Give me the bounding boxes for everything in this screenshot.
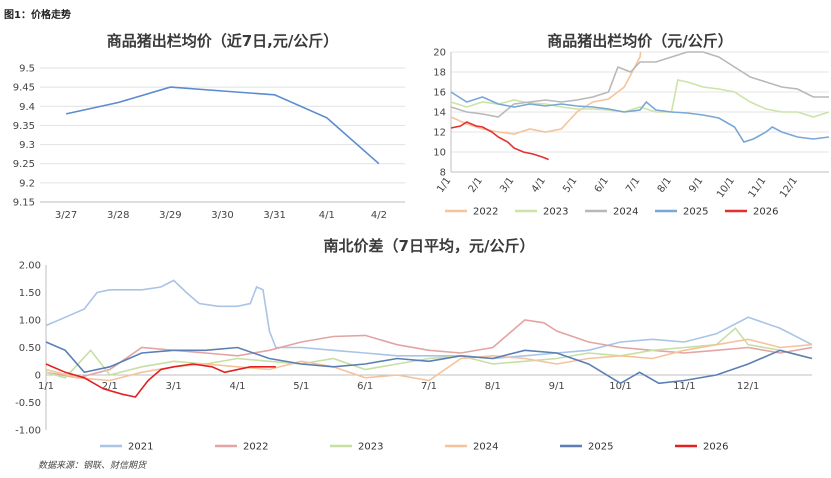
chart-annual-price: 商品猪出栏均价（元/公斤） 8 10 12 14 16 18 20 1/1 2/1 3/1 4/1 5/… <box>433 32 830 218</box>
series-line-2023 <box>450 79 830 118</box>
y-tick-label: 16 <box>433 88 446 99</box>
x-tick-label: 8/1 <box>485 381 501 392</box>
x-tick-label: 3/1 <box>166 381 182 392</box>
chart-title: 南北价差（7日平均，元/公斤） <box>324 237 535 255</box>
legend-label-2025: 2025 <box>683 207 708 218</box>
y-tick-label: 9.25 <box>13 159 35 170</box>
figure-label: 图1：价格走势 <box>4 10 71 21</box>
y-tick-label: 0 <box>35 371 41 382</box>
x-tick-label: 12/1 <box>778 175 800 200</box>
y-tick-label: -1.00 <box>15 426 41 437</box>
x-tick-label: 1/1 <box>38 381 54 392</box>
legend-label-2025: 2025 <box>588 442 613 453</box>
x-tick-label: 9/1 <box>549 381 565 392</box>
x-tick-label: 3/27 <box>55 210 77 221</box>
y-tick-label: 12 <box>433 128 446 139</box>
legend-label-2024: 2024 <box>613 207 638 218</box>
y-tick-label: 9.3 <box>19 140 35 151</box>
series-line-2024 <box>450 51 829 118</box>
series-line-2025 <box>45 341 813 385</box>
series-line <box>65 86 380 165</box>
x-tick-label: 11/1 <box>747 175 769 200</box>
data-source: 数据来源：钢联、财信期货 <box>38 461 147 471</box>
y-tick-label: 0.50 <box>19 343 41 354</box>
x-tick-label: 3/31 <box>263 210 285 221</box>
y-tick-label: 20 <box>433 48 446 59</box>
x-tick-label: 3/28 <box>107 210 129 221</box>
chart-north-south-spread: 南北价差（7日平均，元/公斤） -1.00 -0.50 0 0.50 1.00 1.50 2.… <box>15 237 813 453</box>
legend-label-2021: 2021 <box>128 442 153 453</box>
y-tick-label: 14 <box>433 108 446 119</box>
x-tick-label: 4/1 <box>229 381 245 392</box>
x-tick-label: 11/1 <box>673 381 695 392</box>
y-tick-label: -0.50 <box>15 398 41 409</box>
x-tick-label: 10/1 <box>715 175 737 200</box>
chart-title: 商品猪出栏均价（近7日,元/公斤） <box>107 32 339 50</box>
x-tick-label: 5/1 <box>561 175 579 194</box>
y-tick-label: 9.15 <box>13 198 35 209</box>
y-tick-label: 8 <box>440 168 446 179</box>
legend-label-2022: 2022 <box>473 207 498 218</box>
y-tick-label: 18 <box>433 68 446 79</box>
legend-label-2026: 2026 <box>753 207 778 218</box>
chart-title: 商品猪出栏均价（元/公斤） <box>547 32 732 50</box>
x-tick-label: 3/29 <box>159 210 181 221</box>
y-tick-label: 9.35 <box>13 121 35 132</box>
x-tick-label: 3/1 <box>498 175 516 194</box>
x-tick-label: 4/1 <box>319 210 335 221</box>
x-tick-label: 7/1 <box>421 381 437 392</box>
y-tick-label: 1.50 <box>19 288 41 299</box>
series-line-2021 <box>45 279 813 360</box>
x-tick-label: 6/1 <box>593 175 611 194</box>
y-tick-label: 10 <box>433 148 446 159</box>
x-tick-label: 8/1 <box>656 175 674 194</box>
series-line-2022 <box>450 51 642 135</box>
legend-label-2023: 2023 <box>543 207 568 218</box>
chart-recent-7day: 商品猪出栏均价（近7日,元/公斤） 9.15 9.2 9.25 9.3 9.35 9.4 9.… <box>13 32 405 221</box>
x-tick-label: 2/1 <box>467 175 485 194</box>
x-tick-label: 9/1 <box>687 175 705 194</box>
x-tick-label: 4/1 <box>530 175 548 194</box>
y-tick-label: 9.5 <box>19 64 35 75</box>
y-tick-label: 9.2 <box>19 178 35 189</box>
x-tick-label: 3/30 <box>211 210 233 221</box>
legend-label-2024: 2024 <box>473 442 498 453</box>
series-line-2024 <box>45 338 813 382</box>
series-line-2025 <box>450 91 830 143</box>
series-line-2026 <box>45 363 276 398</box>
series-line-2022 <box>45 319 813 379</box>
legend-label-2026: 2026 <box>703 442 728 453</box>
x-tick-label: 6/1 <box>357 381 373 392</box>
x-tick-label: 4/2 <box>371 210 387 221</box>
y-tick-label: 9.4 <box>19 102 35 113</box>
y-tick-label: 1.00 <box>19 316 41 327</box>
x-tick-label: 5/1 <box>293 381 309 392</box>
y-tick-label: 2.00 <box>19 261 41 272</box>
x-tick-label: 7/1 <box>624 175 642 194</box>
series-line-2023 <box>45 327 813 379</box>
legend-label-2022: 2022 <box>243 442 268 453</box>
y-tick-label: 9.45 <box>13 83 35 94</box>
x-tick-label: 1/1 <box>435 175 453 194</box>
legend-label-2023: 2023 <box>358 442 383 453</box>
x-tick-label: 2/1 <box>102 381 118 392</box>
x-tick-label: 10/1 <box>609 381 631 392</box>
series-line-2026 <box>450 121 549 161</box>
x-tick-label: 12/1 <box>737 381 759 392</box>
